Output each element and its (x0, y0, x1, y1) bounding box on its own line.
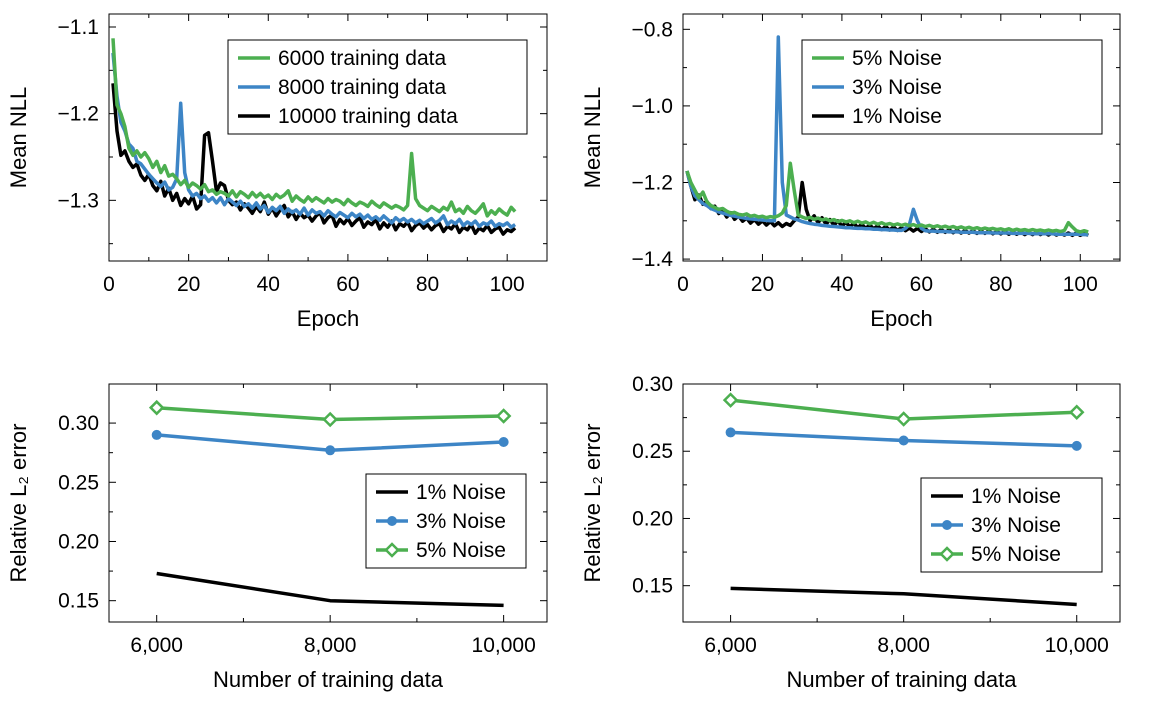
series-line-3 (111, 83, 517, 236)
x-tick-label: 6,000 (704, 634, 757, 657)
x-tick-label: 60 (336, 273, 359, 296)
x-tick-label: 0 (103, 273, 115, 296)
legend-box (801, 39, 1103, 135)
x-tick-label: 40 (257, 273, 280, 296)
series-line-2 (111, 52, 517, 229)
data-point (151, 429, 162, 440)
legend-label: 5% Noise (416, 539, 506, 562)
legend-marker (384, 542, 400, 558)
legend-marker (939, 546, 955, 562)
y-tick-label: −1.4 (632, 248, 674, 271)
x-tick-label: 80 (416, 273, 439, 296)
x-tick-label: 10,000 (472, 634, 536, 657)
series-line-2 (685, 35, 1089, 237)
legend-label: 3% Noise (971, 514, 1061, 537)
legend-label: 3% Noise (852, 76, 942, 99)
legend-label: 8000 training data (278, 76, 446, 99)
plot-frame (682, 13, 1121, 262)
legend-label: 3% Noise (416, 510, 506, 533)
x-tick-label: 8,000 (304, 634, 357, 657)
y-tick-label: 0.25 (58, 471, 99, 494)
plot-frame (108, 383, 548, 623)
chart-panel-3: 6,000 8,000 10,000 0.15 0.20 0.25 0.30 Number o… (6, 383, 548, 692)
y-tick-label: 0.30 (58, 412, 99, 435)
y-axis-label: Mean NLL (580, 87, 605, 189)
data-point (725, 427, 736, 438)
x-tick-label: 20 (177, 273, 200, 296)
legend-label: 5% Noise (971, 543, 1061, 566)
y-tick-label: 0.20 (58, 530, 99, 553)
legend-label: 6000 training data (278, 47, 446, 70)
legend-marker (942, 520, 952, 530)
plot-frame (108, 13, 548, 262)
data-point (895, 411, 912, 427)
series-line-1 (156, 571, 504, 608)
legend-label: 10000 training data (278, 105, 458, 128)
x-tick-label: 0 (677, 273, 689, 296)
legend-label: 1% Noise (852, 105, 942, 128)
y-tick-label: 0.20 (632, 507, 673, 530)
y-tick-label: 0.15 (58, 590, 99, 613)
legend-label: 1% Noise (416, 481, 506, 504)
x-tick-label: 60 (910, 273, 933, 296)
legend: 1% Noise 3% Noise 5% Noise (365, 473, 527, 569)
y-tick-label: 0.25 (632, 440, 673, 463)
x-tick-label: 80 (989, 273, 1012, 296)
chart-panel-2: 0 20 40 60 80 100 −0.8 −1.0 −1.2 −1.4 Epoch Mean NL… (580, 13, 1121, 331)
y-axis-label: Relative L₂ error (580, 424, 605, 583)
x-tick-label: 100 (1063, 273, 1098, 296)
y-tick-label: −0.8 (632, 18, 673, 41)
legend-label: 5% Noise (852, 47, 942, 70)
y-axis-label: Relative L₂ error (6, 424, 31, 583)
series-line-1 (730, 586, 1077, 607)
y-axis-label: Mean NLL (6, 87, 31, 189)
legend-label: 1% Noise (971, 485, 1061, 508)
x-axis-label: Epoch (297, 306, 359, 331)
data-point (148, 399, 165, 416)
x-tick-label: 10,000 (1045, 634, 1109, 657)
x-tick-label: 20 (751, 273, 774, 296)
data-point (325, 445, 336, 456)
legend: 6000 training data 8000 training data 1000… (227, 39, 528, 135)
y-tick-label: −1.2 (58, 103, 99, 126)
x-axis-label: Number of training data (787, 667, 1018, 692)
x-tick-label: 40 (830, 273, 853, 296)
data-point (1071, 440, 1082, 451)
chart-panel-1: 0 20 40 60 80 100 −1.1 −1.2 −1.3 Epoch Mean NLL 600… (6, 13, 548, 331)
legend-marker (387, 516, 397, 526)
x-tick-label: 8,000 (877, 634, 930, 657)
data-point (722, 392, 739, 408)
data-point (495, 408, 512, 424)
x-axis-label: Number of training data (213, 667, 444, 692)
y-tick-label: −1.0 (632, 95, 673, 118)
y-tick-label: −1.2 (632, 171, 673, 194)
series-line-1 (111, 38, 517, 218)
data-point (498, 437, 509, 448)
x-tick-label: 6,000 (130, 634, 183, 657)
legend: 1% Noise 3% Noise 5% Noise (920, 477, 1103, 573)
legend-box (227, 39, 528, 135)
chart-panel-4: 6,000 8,000 10,000 0.15 0.20 0.25 0.30 Number o… (580, 373, 1121, 692)
plot-frame (682, 383, 1121, 623)
legend: 5% Noise 3% Noise 1% Noise (801, 39, 1103, 135)
y-tick-label: 0.15 (632, 575, 673, 598)
y-tick-label: 0.30 (632, 373, 673, 396)
data-point (898, 435, 909, 446)
series-line-1 (685, 161, 1089, 234)
x-tick-label: 100 (490, 273, 525, 296)
x-axis-label: Epoch (870, 306, 932, 331)
data-point (1068, 404, 1085, 421)
data-point (322, 411, 338, 428)
y-tick-label: −1.1 (58, 16, 99, 39)
y-tick-label: −1.3 (58, 189, 99, 212)
